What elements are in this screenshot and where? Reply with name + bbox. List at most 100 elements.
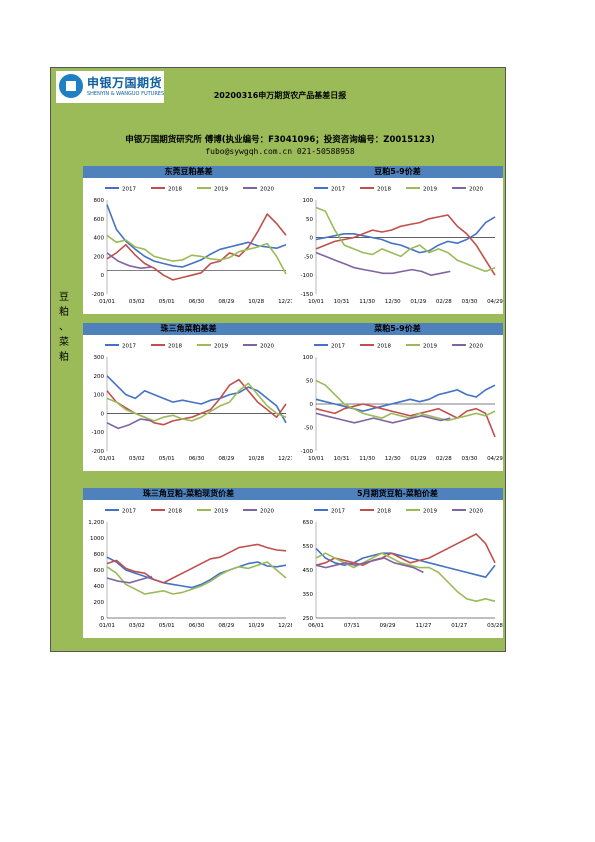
x-tick-label: 06/30 — [189, 456, 205, 462]
series-line-2020 — [106, 418, 152, 430]
x-tick-label: 11/30 — [359, 299, 375, 305]
y-tick-label: 1000 — [90, 536, 104, 542]
chart-title: 豆粕5-9价差 — [292, 166, 503, 178]
x-tick-label: 06/30 — [189, 299, 205, 305]
logo-text-en: SHENYIN & WANGUO FUTURES — [87, 91, 165, 97]
y-tick-label: 400 — [94, 236, 105, 242]
series-line-2019 — [106, 561, 287, 595]
section-label-char: 粕 — [59, 352, 69, 363]
legend-label: 2017 — [122, 344, 136, 350]
legend-label: 2018 — [168, 509, 182, 515]
x-tick-label: 11/30 — [359, 456, 375, 462]
section-label-char: 、 — [59, 322, 69, 333]
y-tick-label: 50 — [306, 217, 313, 223]
chart-title: 菜粕5-9价差 — [292, 323, 503, 335]
series-line-2017 — [315, 547, 496, 578]
y-tick-label: 300 — [94, 355, 105, 361]
author-line: 申银万国期货研究所 傅博(执业编号：F3041096；投资咨询编号：Z00151… — [125, 135, 435, 145]
y-tick-label: 0 — [101, 273, 105, 279]
y-tick-label: 0 — [310, 402, 314, 408]
series-line-2018 — [315, 533, 496, 566]
y-tick-label: 0 — [310, 236, 314, 242]
chart-title: 5月期货豆粕-菜粕价差 — [292, 488, 503, 500]
x-tick-label: 01/29 — [410, 299, 426, 305]
y-tick-label: 1,200 — [88, 520, 104, 526]
logo-mark-icon — [59, 74, 83, 98]
y-tick-label: 200 — [94, 374, 105, 380]
y-tick-label: -100 — [92, 430, 105, 436]
legend-label: 2017 — [331, 344, 345, 350]
section-label: 豆 粕 、 菜 粕 — [57, 290, 71, 365]
x-tick-label: 10/28 — [248, 299, 264, 305]
legend-label: 2017 — [331, 187, 345, 193]
y-tick-label: 450 — [303, 568, 314, 574]
x-tick-label: 12/30 — [385, 456, 401, 462]
y-tick-label: 600 — [94, 568, 105, 574]
legend-label: 2019 — [423, 344, 437, 350]
x-tick-label: 04/29 — [487, 456, 503, 462]
legend-label: 2018 — [377, 344, 391, 350]
section-label-char: 菜 — [59, 337, 69, 348]
series-line-2020 — [315, 412, 451, 424]
chart-panel: 菜粕5-9价差 2017 2018 2019 2020 100 50 0 -50 -100 10/… — [292, 323, 503, 471]
x-tick-label: 10/28 — [248, 456, 264, 462]
chart-panel: 珠三角菜粕基差 2017 2018 2019 2020 300 200 100 0 -100 -2… — [83, 323, 294, 471]
x-tick-label: 03/02 — [129, 299, 145, 305]
legend-label: 2019 — [423, 509, 437, 515]
chart-title: 珠三角菜粕基差 — [83, 323, 294, 335]
x-tick-label: 04/29 — [487, 299, 503, 305]
report-title: 20200316申万期货农产品基差日报 — [213, 91, 347, 100]
x-tick-label: 08/29 — [218, 623, 234, 629]
y-tick-label: 800 — [94, 552, 105, 558]
y-tick-label: 200 — [94, 254, 105, 260]
chart-prd-spot-spread: 2017 2018 2019 2020 1,200 1000 800 600 400 200 001… — [88, 509, 294, 630]
series-line-2017 — [106, 556, 287, 589]
legend-label: 2018 — [168, 187, 182, 193]
y-tick-label: -150 — [301, 292, 314, 298]
x-tick-label: 03/02 — [129, 623, 145, 629]
series-line-2019 — [106, 382, 287, 422]
series-line-2018 — [315, 214, 496, 276]
x-tick-label: 10/01 — [308, 299, 324, 305]
series-line-2017 — [106, 375, 287, 424]
x-tick-label: 01/01 — [99, 456, 115, 462]
x-tick-label: 08/29 — [218, 456, 234, 462]
legend-label: 2018 — [377, 187, 391, 193]
y-tick-label: -100 — [301, 449, 314, 455]
series-line-2018 — [106, 543, 287, 584]
series-line-2017 — [106, 204, 287, 268]
x-tick-label: 02/28 — [436, 299, 452, 305]
legend-label: 2020 — [469, 509, 483, 515]
y-tick-label: 0 — [101, 411, 105, 417]
legend-label: 2018 — [168, 344, 182, 350]
x-tick-label: 10/29 — [248, 623, 264, 629]
y-tick-label: -200 — [92, 292, 105, 298]
contact-line: fubo@sywgqh.com.cn 021-50588958 — [205, 147, 355, 156]
series-line-2019 — [315, 206, 496, 273]
legend-label: 2017 — [122, 187, 136, 193]
legend-label: 2019 — [214, 509, 228, 515]
series-line-2019 — [315, 379, 496, 422]
legend-label: 2020 — [260, 187, 274, 193]
y-tick-label: 400 — [94, 584, 105, 590]
chart-panel: 珠三角豆粕-菜粕现货价差 2017 2018 2019 2020 1,200 1000 80… — [83, 488, 294, 638]
x-tick-label: 05/01 — [159, 456, 175, 462]
y-tick-label: 100 — [303, 198, 314, 204]
y-tick-label: 250 — [303, 616, 314, 622]
series-line-2018 — [315, 403, 496, 438]
section-label-char: 豆 — [59, 292, 69, 303]
series-line-2018 — [106, 213, 287, 281]
y-tick-label: 550 — [303, 544, 314, 550]
legend-label: 2019 — [423, 187, 437, 193]
series-line-2020 — [315, 251, 451, 276]
legend-label: 2019 — [214, 187, 228, 193]
x-tick-label: 01/01 — [99, 623, 115, 629]
series-line-2020 — [106, 252, 152, 269]
legend-label: 2020 — [260, 344, 274, 350]
company-logo: 申银万国期货 SHENYIN & WANGUO FUTURES — [56, 71, 164, 103]
